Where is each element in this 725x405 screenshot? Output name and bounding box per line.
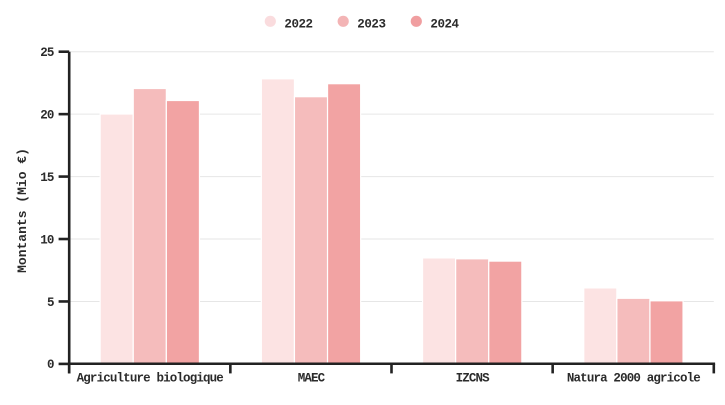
svg-text:5: 5 [47,296,54,310]
svg-text:IZCNS: IZCNS [456,372,491,386]
svg-text:2024: 2024 [430,18,459,32]
svg-text:Natura 2000 agricole: Natura 2000 agricole [567,372,700,386]
svg-text:25: 25 [40,46,54,60]
svg-text:2022: 2022 [284,18,312,32]
svg-text:Agriculture biologique: Agriculture biologique [77,372,224,386]
svg-text:Montants (Mio €): Montants (Mio €) [15,148,30,273]
svg-text:MAEC: MAEC [298,372,326,386]
svg-text:10: 10 [40,233,54,247]
svg-text:20: 20 [40,108,54,122]
svg-text:0: 0 [47,358,54,372]
svg-text:15: 15 [40,171,54,185]
svg-text:2023: 2023 [357,18,385,32]
